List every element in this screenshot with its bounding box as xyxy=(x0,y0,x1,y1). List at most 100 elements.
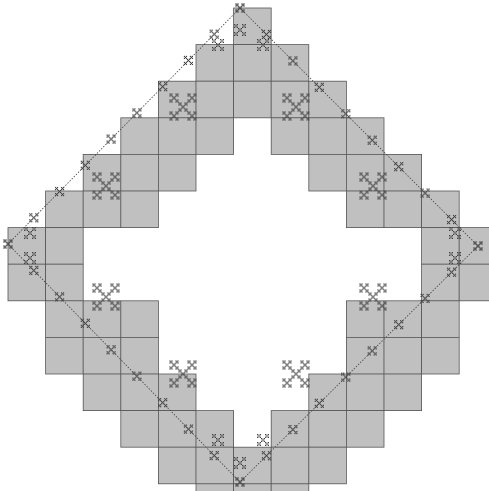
fractal-dot xyxy=(376,189,378,191)
fractal-dot xyxy=(213,435,215,437)
fractal-dot xyxy=(211,35,213,37)
fractal-dot xyxy=(112,289,114,291)
fractal-dot xyxy=(80,162,82,164)
fractal-dot xyxy=(306,117,308,119)
fractal-dot xyxy=(264,34,267,37)
fractal-dot xyxy=(110,138,112,140)
fractal-dot xyxy=(318,402,320,404)
fractal-dot xyxy=(306,378,308,380)
fractal-dot xyxy=(284,117,286,119)
fractal-dot xyxy=(263,29,266,32)
fractal-dot xyxy=(86,324,88,326)
fractal-dot xyxy=(30,258,32,260)
fractal-dot xyxy=(283,112,285,114)
fractal-dot xyxy=(98,198,100,200)
fractal-dot xyxy=(382,177,384,179)
fractal-dot xyxy=(92,289,94,291)
fractal-dot xyxy=(402,164,404,166)
fractal-dot xyxy=(286,382,288,384)
fractal-dot xyxy=(240,461,242,463)
fractal-dot xyxy=(303,363,305,365)
fractal-dot xyxy=(453,215,456,218)
fractal-dot xyxy=(171,99,173,101)
fractal-dot xyxy=(109,183,111,185)
fractal-dot xyxy=(209,35,211,37)
fractal-dot xyxy=(189,432,192,434)
fractal-dot xyxy=(92,178,94,180)
grid-cell xyxy=(383,373,422,411)
fractal-dot xyxy=(367,190,369,192)
fractal-dot xyxy=(316,398,318,400)
fractal-dot xyxy=(261,45,263,47)
fractal-dot xyxy=(184,377,186,379)
fractal-dot xyxy=(187,95,189,97)
fractal-dot xyxy=(211,31,213,33)
fractal-dot xyxy=(96,176,98,178)
fractal-dot xyxy=(307,112,309,114)
fractal-dot xyxy=(99,302,101,304)
fractal-dot xyxy=(259,436,261,438)
fractal-dot xyxy=(93,302,95,304)
fractal-dot xyxy=(175,117,177,119)
fractal-dot xyxy=(56,194,59,197)
fractal-dot xyxy=(193,113,195,115)
fractal-dot xyxy=(184,371,186,373)
fractal-dot xyxy=(98,301,100,303)
fractal-dot xyxy=(62,192,65,195)
fractal-dot xyxy=(112,283,114,285)
fractal-dot xyxy=(175,362,177,364)
fractal-dot xyxy=(448,267,451,269)
fractal-dot xyxy=(453,256,455,258)
fractal-dot xyxy=(185,376,187,378)
fractal-dot xyxy=(111,179,113,181)
fractal-dot xyxy=(263,37,266,40)
fractal-dot xyxy=(269,457,272,459)
fractal-dot xyxy=(420,190,422,192)
grid-cell xyxy=(233,44,272,82)
fractal-dot xyxy=(239,481,241,483)
fractal-dot xyxy=(304,382,306,384)
fractal-dot xyxy=(238,6,240,8)
fractal-dot xyxy=(371,186,373,188)
fractal-dot xyxy=(164,398,166,400)
fractal-dot xyxy=(181,374,183,376)
fractal-dot xyxy=(188,427,191,429)
fractal-dot xyxy=(215,450,217,453)
fractal-dot xyxy=(377,309,379,311)
fractal-dot xyxy=(105,296,107,298)
fractal-dot xyxy=(380,177,382,179)
fractal-dot xyxy=(370,292,372,294)
fractal-dot xyxy=(32,235,34,237)
fractal-dot xyxy=(375,188,377,190)
fractal-dot xyxy=(262,458,265,460)
fractal-dot xyxy=(194,361,196,363)
fractal-dot xyxy=(114,351,116,353)
fractal-dot xyxy=(459,235,461,237)
fractal-dot xyxy=(193,362,195,364)
fractal-dot xyxy=(97,175,99,177)
fractal-dot xyxy=(367,196,369,198)
fractal-dot xyxy=(132,379,134,381)
fractal-dot xyxy=(452,275,455,277)
fractal-dot xyxy=(113,288,115,290)
fractal-dot xyxy=(209,31,211,33)
fractal-dot xyxy=(24,262,26,264)
fractal-dot xyxy=(450,271,453,273)
fractal-dot xyxy=(288,426,290,429)
fractal-dot xyxy=(306,93,308,95)
fractal-dot xyxy=(396,170,398,172)
fractal-dot xyxy=(109,181,111,183)
fractal-dot xyxy=(396,320,398,322)
fractal-dot xyxy=(187,59,190,62)
fractal-dot xyxy=(263,440,265,442)
fractal-dot xyxy=(108,299,110,301)
fractal-dot xyxy=(365,309,367,311)
fractal-dot xyxy=(238,463,240,465)
fractal-dot xyxy=(106,295,108,297)
fractal-dot xyxy=(136,112,138,114)
fractal-dot xyxy=(296,426,298,429)
fractal-dot xyxy=(294,432,296,435)
fractal-dot xyxy=(383,180,385,182)
fractal-dot xyxy=(3,241,5,243)
fractal-dot xyxy=(214,434,216,436)
